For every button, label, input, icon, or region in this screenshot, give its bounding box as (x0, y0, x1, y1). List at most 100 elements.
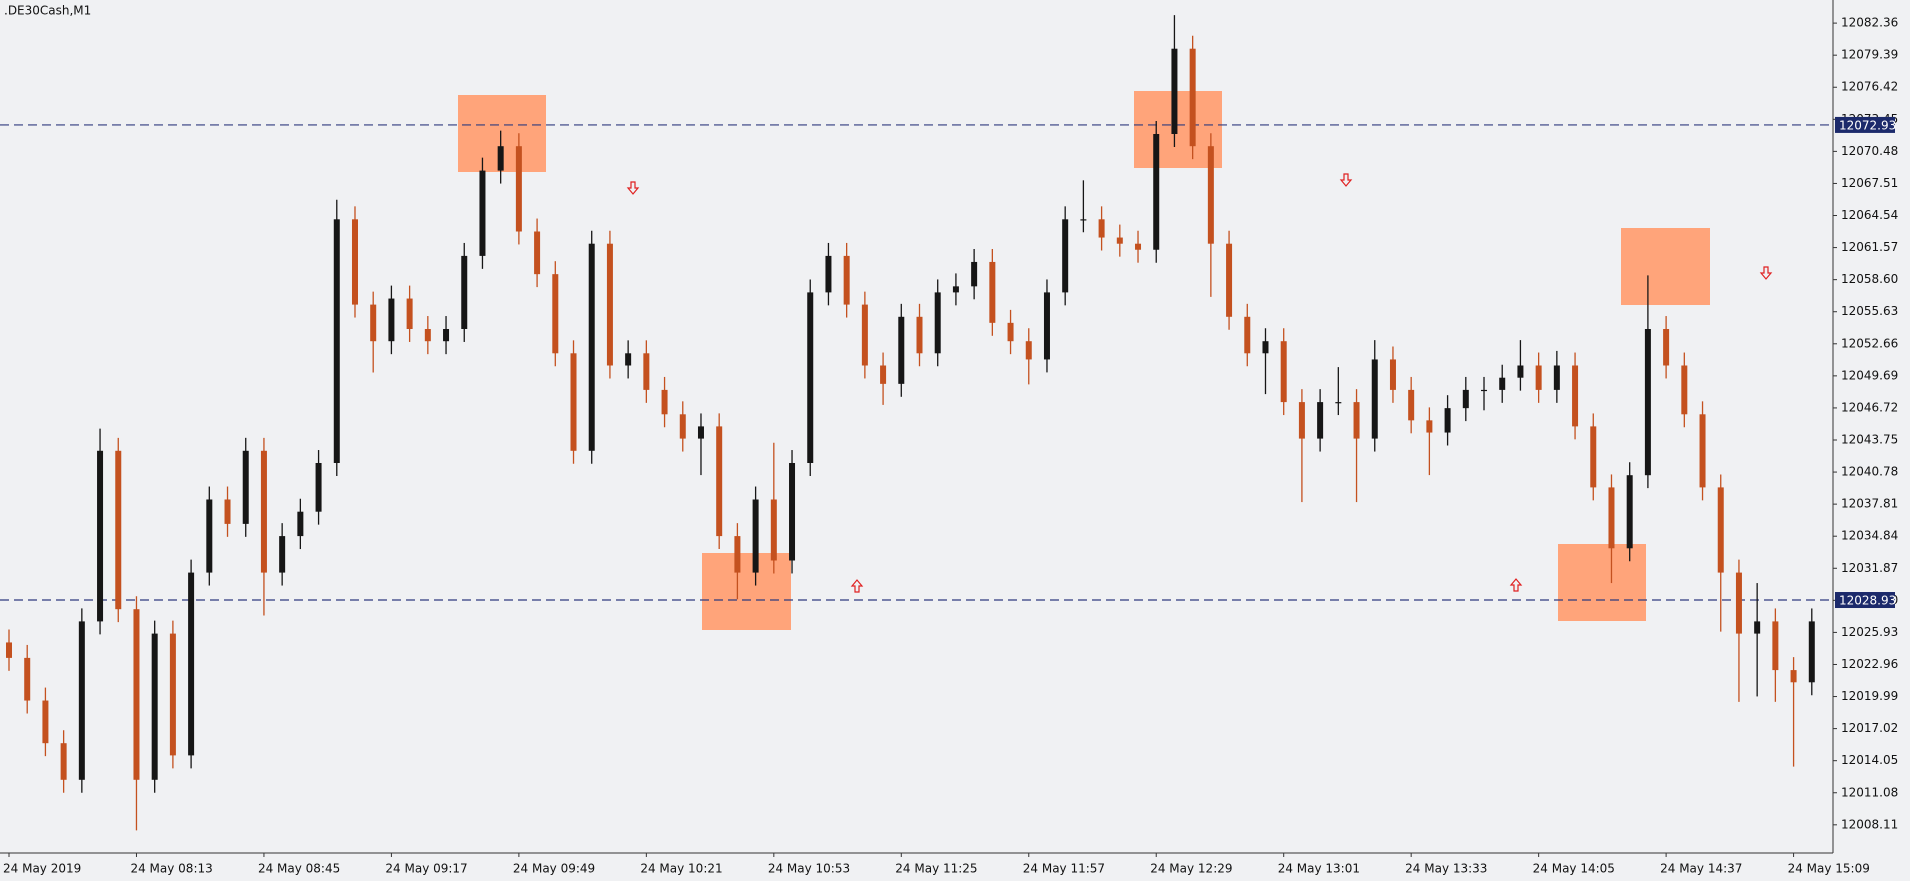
candle-body (898, 316, 905, 384)
x-tick-label: 24 May 10:53 (768, 862, 850, 876)
candle-body (224, 499, 231, 524)
y-tick-label: 12064.54 (1841, 208, 1898, 222)
zone (1134, 91, 1222, 168)
candle-body (1371, 359, 1378, 439)
chart-title: .DE30Cash,M1 (4, 4, 91, 18)
candle-body (989, 261, 996, 323)
candle-body (1171, 48, 1178, 134)
candle-body (1444, 408, 1451, 433)
candle-body (297, 511, 304, 537)
x-tick-label: 24 May 10:21 (640, 862, 722, 876)
candle-body (880, 365, 887, 384)
candle-body (1462, 389, 1469, 409)
candle-body (1754, 621, 1761, 634)
y-tick-label: 12008.11 (1841, 817, 1898, 831)
level-label-box (1835, 116, 1895, 133)
candle-body (843, 255, 850, 305)
y-tick-label: 12082.36 (1841, 16, 1898, 30)
candle-body (1553, 365, 1560, 390)
candle-body (260, 450, 267, 573)
zone (1621, 228, 1710, 305)
up-arrow (1509, 578, 1523, 592)
candle-body (443, 328, 450, 342)
candle-body (1626, 475, 1633, 549)
candle-body (1535, 365, 1542, 390)
candle-body (1116, 237, 1123, 244)
y-tick-label: 12040.78 (1841, 465, 1898, 479)
candle-body (588, 243, 595, 451)
x-tick-label: 24 May 11:57 (1023, 862, 1105, 876)
y-tick-label: 12034.84 (1841, 529, 1898, 543)
candle-body (333, 219, 340, 463)
candle-body (1644, 328, 1651, 476)
x-tick-label: 24 May 08:45 (258, 862, 340, 876)
up-arrow (850, 579, 864, 593)
candle-body (752, 499, 759, 573)
candle-body (1608, 487, 1615, 549)
candle-body (625, 353, 632, 366)
level-label-box (1835, 592, 1895, 609)
candle-body (388, 298, 395, 342)
candle-body (825, 255, 832, 293)
candle-body (1663, 328, 1670, 366)
candle-body (1517, 365, 1524, 378)
candle-body (1226, 243, 1233, 317)
candle-body (1262, 341, 1269, 354)
down-arrow (1339, 173, 1353, 187)
candle-body (1389, 359, 1396, 390)
candle-body (424, 328, 431, 342)
x-tick-label: 24 May 2019 (3, 862, 81, 876)
candle-body (1353, 402, 1360, 439)
y-tick-label: 12049.69 (1841, 368, 1898, 382)
candle-body (643, 353, 650, 390)
candle-body (679, 414, 686, 439)
candle-body (1408, 389, 1415, 421)
y-tick-label: 12055.63 (1841, 304, 1898, 318)
candle-body (1426, 420, 1433, 433)
candle-body (916, 316, 923, 354)
down-arrow (626, 181, 640, 195)
y-tick-label: 12067.51 (1841, 176, 1898, 190)
y-tick-label: 12025.93 (1841, 625, 1898, 639)
candle-body (1007, 322, 1014, 342)
candle-body (406, 298, 413, 329)
candle-body (861, 304, 868, 366)
candle-body (351, 219, 358, 305)
candle-body (1572, 365, 1579, 427)
candle-body (1335, 402, 1342, 404)
candle-body (1153, 133, 1160, 250)
candle-body (42, 700, 49, 744)
x-tick-label: 24 May 13:01 (1278, 862, 1360, 876)
candle-body (479, 170, 486, 256)
candle-body (1062, 219, 1069, 293)
candle-body (1699, 414, 1706, 488)
down-arrow (1759, 266, 1773, 280)
y-tick-label: 12031.87 (1841, 561, 1898, 575)
candle-body (370, 304, 377, 342)
candle-body (188, 572, 195, 756)
candle-body (971, 261, 978, 287)
candle-body (661, 389, 668, 415)
y-tick-label: 12011.08 (1841, 785, 1898, 799)
candle-body (1244, 316, 1251, 354)
x-tick-label: 24 May 12:29 (1150, 862, 1232, 876)
x-tick-label: 24 May 09:49 (513, 862, 595, 876)
candle-body (1590, 426, 1597, 488)
zone (1558, 544, 1646, 621)
y-tick-label: 12017.02 (1841, 721, 1898, 735)
y-tick-label: 12058.60 (1841, 272, 1898, 286)
y-tick-label: 12037.81 (1841, 497, 1898, 511)
candle-body (133, 609, 140, 780)
candle-body (1481, 389, 1488, 392)
y-tick-label: 12043.75 (1841, 432, 1898, 446)
candle-body (279, 536, 286, 573)
y-tick-label: 12022.96 (1841, 657, 1898, 671)
zone (702, 553, 791, 630)
candle-body (115, 450, 122, 610)
candle-body (697, 426, 704, 439)
candle-body (97, 450, 104, 622)
candle-body (1189, 48, 1196, 147)
candle-body (60, 743, 67, 780)
